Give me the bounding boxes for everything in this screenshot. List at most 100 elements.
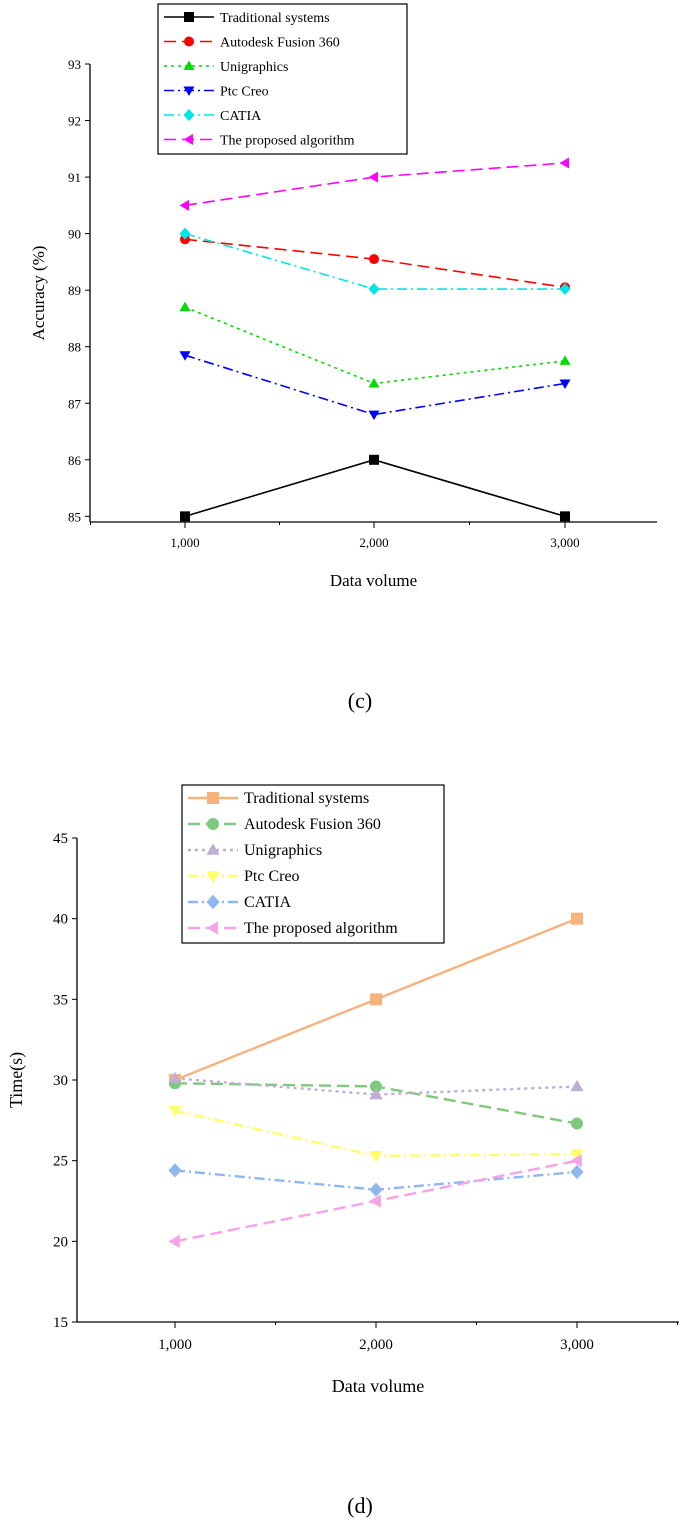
y-tick-label: 87 bbox=[68, 396, 82, 411]
data-point bbox=[168, 1071, 182, 1084]
data-point bbox=[559, 379, 571, 389]
data-point bbox=[179, 199, 189, 211]
y-axis-title: Accuracy (%) bbox=[29, 246, 48, 341]
legend-label: Autodesk Fusion 360 bbox=[220, 36, 340, 51]
data-point bbox=[179, 227, 191, 240]
legend-box bbox=[157, 3, 408, 155]
legend-marker bbox=[184, 36, 194, 47]
data-point bbox=[570, 1164, 584, 1180]
data-point bbox=[180, 511, 190, 522]
data-point bbox=[368, 283, 380, 296]
series-line bbox=[174, 1109, 578, 1158]
data-point bbox=[179, 301, 191, 312]
series-line bbox=[184, 458, 566, 518]
legend-label: Unigraphics bbox=[244, 842, 322, 859]
legend-box bbox=[181, 784, 445, 944]
data-point bbox=[369, 1151, 383, 1163]
data-point bbox=[368, 377, 380, 388]
data-point bbox=[168, 1234, 180, 1248]
legend-label: Traditional systems bbox=[244, 790, 369, 807]
data-point bbox=[571, 912, 583, 925]
data-point bbox=[179, 351, 191, 361]
legend-marker bbox=[206, 871, 220, 883]
legend-marker bbox=[183, 134, 193, 145]
legend-label: CATIA bbox=[220, 109, 262, 124]
legend-marker bbox=[207, 818, 219, 830]
series-line bbox=[184, 306, 566, 385]
legend-marker bbox=[207, 792, 219, 804]
series-4 bbox=[179, 227, 571, 296]
legend-label: Traditional systems bbox=[220, 11, 330, 26]
legend-marker bbox=[184, 12, 194, 22]
data-point bbox=[368, 410, 380, 421]
data-point bbox=[168, 1105, 182, 1118]
y-tick-label: 89 bbox=[68, 283, 81, 298]
x-tick-label: 1,000 bbox=[170, 535, 199, 550]
data-point bbox=[559, 157, 569, 169]
y-tick-label: 35 bbox=[53, 992, 68, 1008]
data-point bbox=[168, 1163, 182, 1178]
y-tick-label: 25 bbox=[53, 1154, 68, 1170]
series-3 bbox=[179, 351, 571, 421]
series-1 bbox=[169, 1077, 583, 1130]
data-point bbox=[570, 1079, 584, 1092]
legend-label: Ptc Creo bbox=[244, 868, 300, 885]
panel-label: (d) bbox=[347, 1493, 373, 1518]
data-point bbox=[570, 1154, 582, 1168]
data-point bbox=[571, 1117, 583, 1130]
y-axis-title: Time(s) bbox=[6, 1052, 27, 1108]
series-2 bbox=[179, 301, 571, 388]
data-point bbox=[369, 1087, 383, 1100]
series-0 bbox=[180, 454, 570, 522]
legend-marker bbox=[206, 921, 218, 935]
legend-label: Ptc Creo bbox=[220, 85, 269, 100]
series-1 bbox=[180, 234, 570, 293]
series-3 bbox=[168, 1105, 584, 1163]
legend: Traditional systems Autodesk Fusion 360 Un… bbox=[157, 3, 408, 155]
y-tick-label: 40 bbox=[53, 912, 68, 928]
y-tick-label: 92 bbox=[68, 114, 81, 129]
x-tick-label: 3,000 bbox=[560, 1337, 594, 1353]
y-tick-label: 86 bbox=[68, 453, 82, 468]
legend-label: CATIA bbox=[244, 894, 292, 911]
series-5 bbox=[179, 157, 569, 211]
y-tick-label: 88 bbox=[68, 340, 81, 355]
data-point bbox=[369, 1194, 381, 1208]
legend: Traditional systems Autodesk Fusion 360 Un… bbox=[181, 784, 445, 944]
data-point bbox=[369, 454, 379, 465]
series-5 bbox=[168, 1154, 582, 1248]
data-point bbox=[370, 993, 382, 1006]
legend-marker bbox=[206, 894, 220, 910]
data-point bbox=[369, 254, 379, 265]
legend-marker bbox=[183, 86, 195, 96]
legend-marker bbox=[206, 843, 220, 855]
x-axis-title: Data volume bbox=[330, 571, 417, 590]
y-tick-label: 93 bbox=[68, 57, 81, 72]
data-point bbox=[560, 511, 570, 522]
y-tick-label: 30 bbox=[53, 1073, 68, 1089]
legend-label: The proposed algorithm bbox=[244, 920, 398, 937]
y-tick-label: 20 bbox=[53, 1234, 68, 1250]
chart-1: 15 20 25 30 35 40 45 1,000 2,000 3,000 Data volume… bbox=[6, 784, 679, 1518]
legend-label: Unigraphics bbox=[220, 60, 288, 75]
x-tick-label: 3,000 bbox=[550, 535, 579, 550]
series-line bbox=[184, 354, 566, 416]
y-tick-label: 85 bbox=[68, 509, 81, 524]
series-line bbox=[184, 162, 566, 207]
series-2 bbox=[168, 1071, 584, 1100]
legend-marker bbox=[183, 109, 195, 121]
y-tick-label: 91 bbox=[68, 170, 81, 185]
y-tick-label: 15 bbox=[53, 1315, 68, 1331]
y-tick-label: 45 bbox=[53, 831, 68, 847]
legend-label: Autodesk Fusion 360 bbox=[244, 816, 381, 833]
x-tick-label: 2,000 bbox=[359, 1337, 393, 1353]
legend-label: The proposed algorithm bbox=[220, 134, 355, 149]
data-point bbox=[570, 1149, 584, 1161]
x-tick-label: 2,000 bbox=[359, 535, 388, 550]
x-axis-title: Data volume bbox=[332, 1376, 424, 1396]
data-point bbox=[370, 1080, 382, 1093]
series-line bbox=[184, 232, 565, 290]
y-tick-label: 90 bbox=[68, 227, 81, 242]
